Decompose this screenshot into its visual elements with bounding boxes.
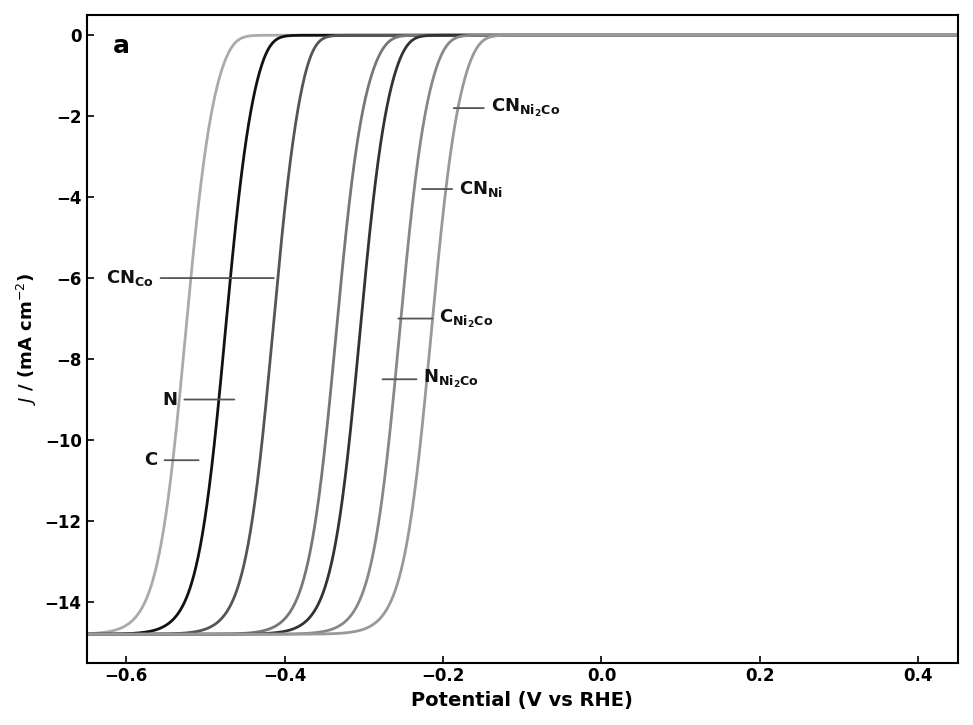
Text: CN$_{\mathbf{Co}}$: CN$_{\mathbf{Co}}$: [106, 268, 154, 288]
Text: a: a: [113, 34, 129, 59]
X-axis label: Potential (V vs RHE): Potential (V vs RHE): [412, 691, 633, 710]
Text: CN$_{\mathbf{Ni}}$: CN$_{\mathbf{Ni}}$: [459, 179, 503, 199]
Text: CN$_{\mathbf{Ni_2Co}}$: CN$_{\mathbf{Ni_2Co}}$: [490, 97, 559, 119]
Text: N$_{\mathbf{Ni_2Co}}$: N$_{\mathbf{Ni_2Co}}$: [423, 368, 480, 390]
Text: C$_{\mathbf{Ni_2Co}}$: C$_{\mathbf{Ni_2Co}}$: [439, 307, 493, 330]
Text: N: N: [162, 391, 178, 408]
Text: C: C: [145, 451, 158, 469]
Y-axis label: $\mathit{J}$ / (mA cm$^{-2}$): $\mathit{J}$ / (mA cm$^{-2}$): [15, 273, 39, 405]
